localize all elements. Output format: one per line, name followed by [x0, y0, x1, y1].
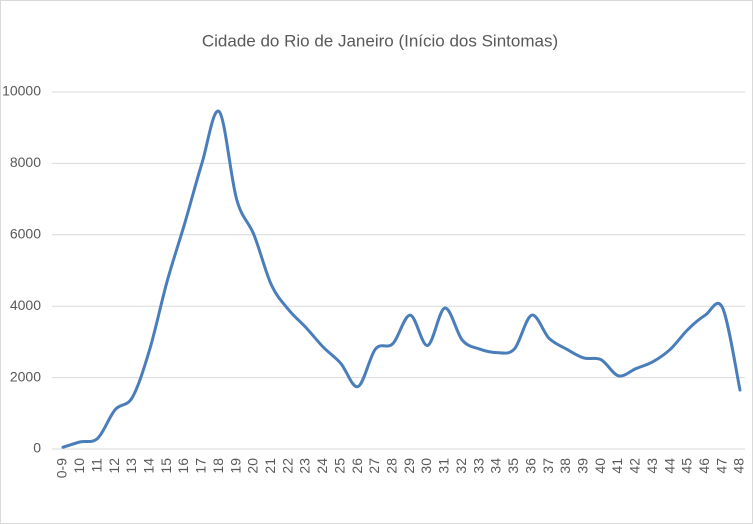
x-tick-label: 37	[540, 458, 556, 474]
x-tick-label: 17	[193, 458, 209, 474]
x-tick-label: 14	[140, 458, 156, 474]
x-tick-label: 10	[71, 458, 87, 474]
x-tick-label: 41	[609, 458, 625, 474]
y-tick-label: 6000	[10, 226, 41, 242]
x-tick-label: 27	[366, 458, 382, 474]
x-tick-label: 39	[574, 458, 590, 474]
x-tick-label: 44	[661, 458, 677, 474]
y-tick-label: 8000	[10, 154, 41, 170]
x-tick-label: 43	[644, 458, 660, 474]
x-tick-label: 12	[106, 458, 122, 474]
x-tick-label: 48	[731, 458, 747, 474]
x-tick-label: 11	[88, 458, 104, 473]
x-tick-label: 29	[401, 458, 417, 474]
x-tick-label: 30	[418, 458, 434, 474]
y-tick-label: 10000	[2, 83, 41, 99]
x-tick-label: 20	[245, 458, 261, 474]
x-tick-label: 22	[279, 458, 295, 474]
chart-title: Cidade do Rio de Janeiro (Início dos Sin…	[202, 31, 558, 50]
x-tick-label: 33	[470, 458, 486, 474]
x-tick-label: 23	[297, 458, 313, 474]
x-tick-label: 46	[696, 458, 712, 474]
x-tick-label: 15	[158, 458, 174, 474]
x-tick-label: 47	[713, 458, 729, 474]
x-tick-label: 18	[210, 458, 226, 474]
x-tick-label: 34	[488, 458, 504, 474]
x-tick-label: 25	[331, 458, 347, 474]
x-tick-label: 40	[592, 458, 608, 474]
data-line	[61, 109, 742, 449]
x-tick-label: 21	[262, 458, 278, 474]
y-tick-label: 0	[33, 440, 41, 456]
y-tick-label: 2000	[10, 368, 41, 384]
x-tick-label: 38	[557, 458, 573, 474]
x-tick-label: 16	[175, 458, 191, 474]
x-tick-label: 28	[384, 458, 400, 474]
x-tick-label: 26	[349, 458, 365, 474]
x-tick-label: 45	[679, 458, 695, 474]
y-tick-label: 4000	[10, 297, 41, 313]
x-tick-label: 32	[453, 458, 469, 474]
x-tick-label: 36	[522, 458, 538, 474]
x-tick-label: 0-9	[54, 458, 70, 478]
x-tick-label: 35	[505, 458, 521, 474]
x-tick-label: 19	[227, 458, 243, 474]
x-tick-label: 42	[627, 458, 643, 474]
x-tick-label: 13	[123, 458, 139, 474]
x-tick-label: 24	[314, 458, 330, 474]
x-tick-label: 31	[436, 458, 452, 474]
